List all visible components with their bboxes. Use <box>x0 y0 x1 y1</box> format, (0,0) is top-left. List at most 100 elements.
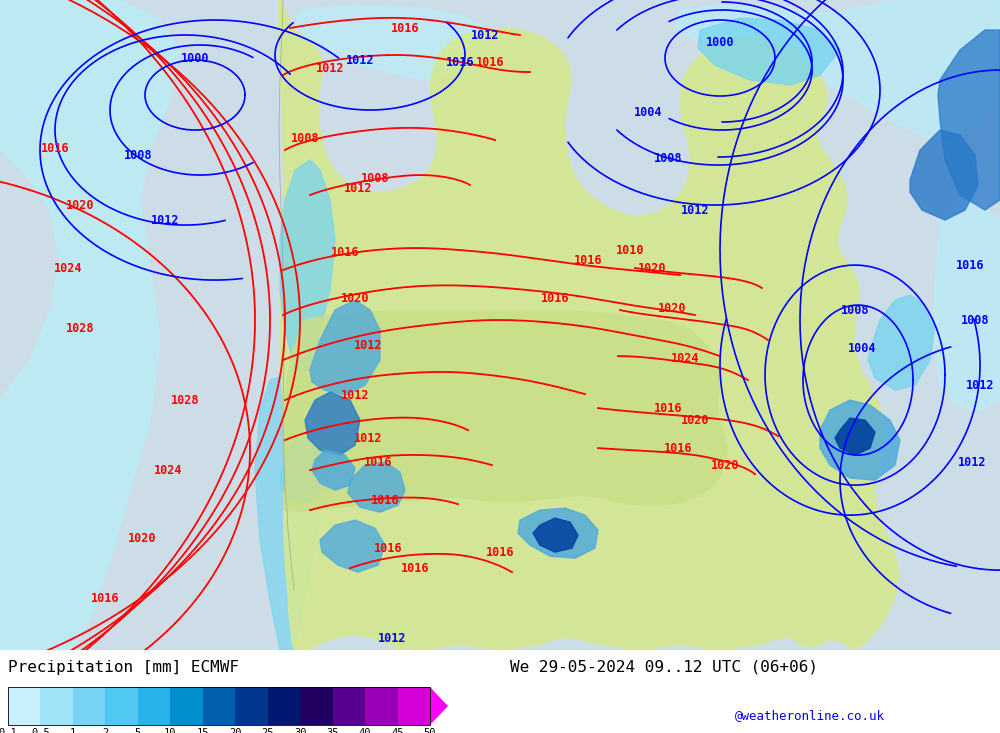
Polygon shape <box>348 462 405 512</box>
Text: 1016: 1016 <box>401 561 429 575</box>
Polygon shape <box>675 0 1000 140</box>
Text: 40: 40 <box>359 728 371 733</box>
Bar <box>333 687 365 725</box>
Text: 35: 35 <box>326 728 339 733</box>
Bar <box>235 687 268 725</box>
Text: 1016: 1016 <box>331 246 359 259</box>
Polygon shape <box>0 0 180 650</box>
Text: 1024: 1024 <box>671 352 699 364</box>
Text: 1016: 1016 <box>364 456 392 468</box>
Text: 1016: 1016 <box>956 259 984 271</box>
Bar <box>203 687 235 725</box>
Text: 2: 2 <box>102 728 109 733</box>
Bar <box>300 687 333 725</box>
Text: 1012: 1012 <box>958 456 986 468</box>
Polygon shape <box>698 18 840 85</box>
Polygon shape <box>280 440 330 502</box>
Text: 45: 45 <box>391 728 404 733</box>
Polygon shape <box>938 30 1000 210</box>
Text: 1012: 1012 <box>344 182 372 194</box>
Text: 1004: 1004 <box>634 106 662 119</box>
Text: 1004: 1004 <box>848 342 876 355</box>
Text: 5: 5 <box>135 728 141 733</box>
Text: 1020: 1020 <box>681 413 709 427</box>
Text: 1028: 1028 <box>66 322 94 334</box>
Bar <box>105 687 138 725</box>
Text: 1016: 1016 <box>91 592 119 605</box>
Text: 1024: 1024 <box>54 262 82 275</box>
Polygon shape <box>295 5 490 80</box>
Bar <box>138 687 170 725</box>
Polygon shape <box>283 310 728 512</box>
Text: 1010: 1010 <box>616 243 644 257</box>
Polygon shape <box>255 370 350 650</box>
Text: 1024: 1024 <box>154 464 182 476</box>
Text: 1020: 1020 <box>128 531 156 545</box>
Bar <box>8 687 40 725</box>
Polygon shape <box>868 295 935 390</box>
Bar <box>398 687 430 725</box>
Bar <box>170 687 203 725</box>
Text: 0.5: 0.5 <box>31 728 50 733</box>
Text: 1000: 1000 <box>706 35 734 48</box>
Text: 30: 30 <box>294 728 306 733</box>
Text: 10: 10 <box>164 728 177 733</box>
Text: 1016: 1016 <box>654 402 682 415</box>
Bar <box>268 687 300 725</box>
Text: 1012: 1012 <box>966 379 994 391</box>
Text: 1020: 1020 <box>658 301 686 314</box>
Text: 1008: 1008 <box>361 172 389 185</box>
Text: 1000: 1000 <box>181 51 209 65</box>
Text: 1016: 1016 <box>541 292 569 305</box>
Polygon shape <box>280 160 335 370</box>
Text: 1020: 1020 <box>711 459 739 471</box>
Text: 1028: 1028 <box>171 394 199 407</box>
Text: 1012: 1012 <box>378 632 406 644</box>
Text: 0.1: 0.1 <box>0 728 17 733</box>
Text: 1016: 1016 <box>374 542 402 555</box>
Text: 1012: 1012 <box>316 62 344 75</box>
Text: 1016: 1016 <box>391 21 419 34</box>
Text: 1020: 1020 <box>638 262 666 275</box>
Text: 1012: 1012 <box>471 29 499 42</box>
Polygon shape <box>820 400 900 480</box>
Text: 1008: 1008 <box>841 303 869 317</box>
Text: 1008: 1008 <box>654 152 682 164</box>
Bar <box>40 687 73 725</box>
Text: 1012: 1012 <box>341 388 369 402</box>
Bar <box>8 687 430 725</box>
Polygon shape <box>305 392 360 455</box>
Text: 1016: 1016 <box>41 141 69 155</box>
Text: 1020: 1020 <box>66 199 94 212</box>
Text: 1008: 1008 <box>124 149 152 161</box>
Text: 1012: 1012 <box>354 432 382 445</box>
Bar <box>365 687 398 725</box>
Polygon shape <box>910 130 978 220</box>
Polygon shape <box>518 508 598 558</box>
Polygon shape <box>935 200 1000 410</box>
Text: 1016: 1016 <box>664 441 692 454</box>
Text: 20: 20 <box>229 728 241 733</box>
Text: @weatheronline.co.uk: @weatheronline.co.uk <box>735 709 885 721</box>
Text: 1012: 1012 <box>681 204 709 216</box>
Text: 1016: 1016 <box>476 56 504 68</box>
Bar <box>73 687 105 725</box>
Polygon shape <box>278 0 900 650</box>
Text: 1008: 1008 <box>961 314 989 327</box>
Text: 1008: 1008 <box>291 131 319 144</box>
Text: 1016: 1016 <box>371 493 399 507</box>
Polygon shape <box>320 520 385 572</box>
Text: 15: 15 <box>197 728 209 733</box>
Polygon shape <box>430 687 448 725</box>
Text: 1020: 1020 <box>341 292 369 305</box>
Polygon shape <box>533 518 578 552</box>
Text: 1016: 1016 <box>486 545 514 559</box>
Text: 1012: 1012 <box>346 54 374 67</box>
Text: Precipitation [mm] ECMWF: Precipitation [mm] ECMWF <box>8 660 239 674</box>
Polygon shape <box>835 418 875 455</box>
Text: We 29-05-2024 09..12 UTC (06+06): We 29-05-2024 09..12 UTC (06+06) <box>510 660 818 674</box>
Text: 25: 25 <box>261 728 274 733</box>
Polygon shape <box>312 450 355 490</box>
Text: 1: 1 <box>70 728 76 733</box>
Text: 50: 50 <box>424 728 436 733</box>
